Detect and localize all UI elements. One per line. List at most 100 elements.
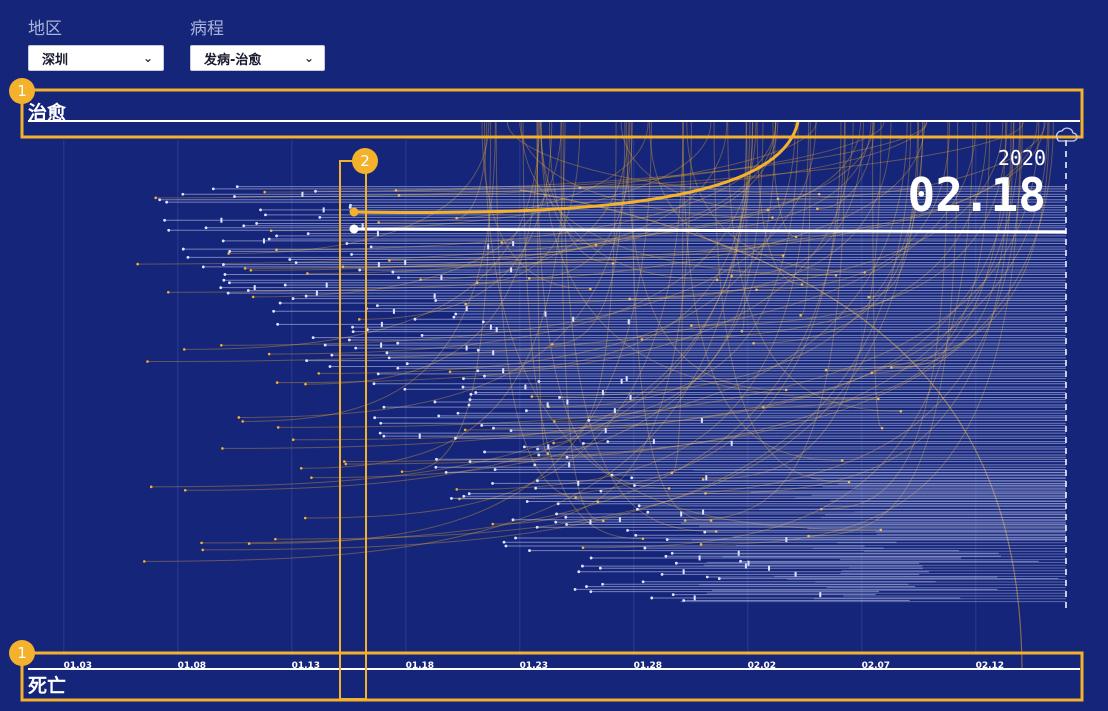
cured-curve <box>703 121 882 480</box>
case-marker <box>392 308 395 314</box>
case-onset-point <box>330 353 334 357</box>
cured-onset-point <box>304 382 307 386</box>
case-marker <box>322 207 325 213</box>
case-onset-point <box>481 320 485 324</box>
case-onset-point <box>581 564 584 568</box>
annotation-badge-2: 2 <box>352 148 378 174</box>
cured-curve <box>264 121 928 193</box>
case-onset-point <box>186 255 190 259</box>
x-tick-label: 02.07 <box>862 661 890 671</box>
case-onset-point <box>682 599 686 602</box>
case-onset-point <box>228 250 232 253</box>
case-onset-point <box>564 515 568 519</box>
case-onset-point <box>585 585 588 588</box>
cured-onset-point <box>581 546 585 550</box>
case-marker <box>404 260 407 266</box>
case-marker <box>589 519 592 525</box>
case-onset-point <box>167 228 171 232</box>
course-select[interactable]: 发病-治愈 ⌄ <box>190 45 325 71</box>
cured-band-annotation-box <box>20 88 1084 139</box>
x-tick-label: 01.18 <box>406 661 434 671</box>
case-onset-point <box>413 317 417 321</box>
cured-onset-point <box>136 262 139 266</box>
case-onset-point <box>641 580 645 584</box>
case-onset-point <box>278 301 282 305</box>
cured-onset-point <box>594 243 598 247</box>
case-onset-point <box>582 442 585 445</box>
cured-curve <box>151 121 754 488</box>
region-select[interactable]: 深圳 ⌄ <box>28 45 164 71</box>
cured-curve <box>477 121 581 284</box>
case-marker <box>737 550 740 556</box>
cured-onset-point <box>249 268 253 272</box>
case-onset-point <box>528 549 531 552</box>
cured-onset-point <box>730 274 733 278</box>
cured-onset-point <box>589 287 592 291</box>
case-onset-point <box>328 365 332 368</box>
cured-curve <box>579 121 928 189</box>
case-marker <box>510 267 513 273</box>
current-year: 2020 <box>997 146 1046 170</box>
case-onset-point <box>318 215 322 219</box>
case-onset-point <box>454 436 457 440</box>
case-onset-point <box>437 414 441 418</box>
highlight-cured-start <box>349 207 359 217</box>
case-onset-point <box>535 525 539 529</box>
case-onset-point <box>633 484 636 487</box>
case-onset-point <box>634 533 638 537</box>
case-marker <box>465 345 468 351</box>
x-tick-label: 01.13 <box>292 661 320 671</box>
case-marker <box>625 376 628 382</box>
case-onset-point <box>323 343 327 347</box>
case-onset-point <box>305 359 309 362</box>
case-onset-point <box>671 593 675 596</box>
cured-curve <box>630 121 712 522</box>
case-onset-point <box>536 447 539 451</box>
case-marker <box>253 285 256 291</box>
case-onset-point <box>351 330 355 334</box>
case-onset-point <box>382 434 386 438</box>
case-marker <box>705 475 708 481</box>
case-onset-point <box>348 205 352 209</box>
case-onset-point <box>221 239 225 243</box>
cured-onset-point <box>816 207 819 211</box>
case-onset-point <box>599 489 603 493</box>
case-marker <box>785 537 788 543</box>
case-onset-point <box>222 263 225 266</box>
cured-onset-point <box>799 313 802 317</box>
case-onset-point <box>467 403 471 407</box>
case-onset-point <box>272 309 276 313</box>
case-onset-point <box>533 463 537 467</box>
case-marker <box>744 563 747 569</box>
cured-onset-point <box>847 480 851 484</box>
case-onset-point <box>598 566 602 570</box>
case-onset-point <box>201 265 205 269</box>
cured-curve <box>552 121 626 345</box>
case-onset-point <box>420 333 424 337</box>
case-onset-point <box>347 338 351 342</box>
case-marker <box>680 511 683 517</box>
case-marker <box>418 433 421 439</box>
case-onset-point <box>283 283 287 287</box>
cured-curve <box>395 121 885 191</box>
case-onset-point <box>483 374 486 378</box>
chevron-down-icon: ⌄ <box>303 51 314 65</box>
cured-curve <box>705 121 1014 494</box>
case-onset-point <box>396 366 400 370</box>
case-onset-point <box>670 551 674 555</box>
case-marker <box>512 241 515 247</box>
cured-curve <box>345 121 1021 465</box>
case-marker <box>700 417 703 423</box>
case-marker <box>693 595 696 601</box>
case-onset-point <box>524 409 528 413</box>
cured-onset-point <box>310 476 313 479</box>
case-marker <box>572 316 575 322</box>
cured-onset-point <box>552 441 555 445</box>
case-onset-point <box>396 341 400 345</box>
case-onset-point <box>242 224 246 228</box>
case-onset-point <box>222 278 226 282</box>
cured-onset-point <box>241 420 245 423</box>
cured-curve <box>465 121 1004 305</box>
case-onset-point <box>573 588 577 591</box>
case-onset-point <box>525 500 529 503</box>
